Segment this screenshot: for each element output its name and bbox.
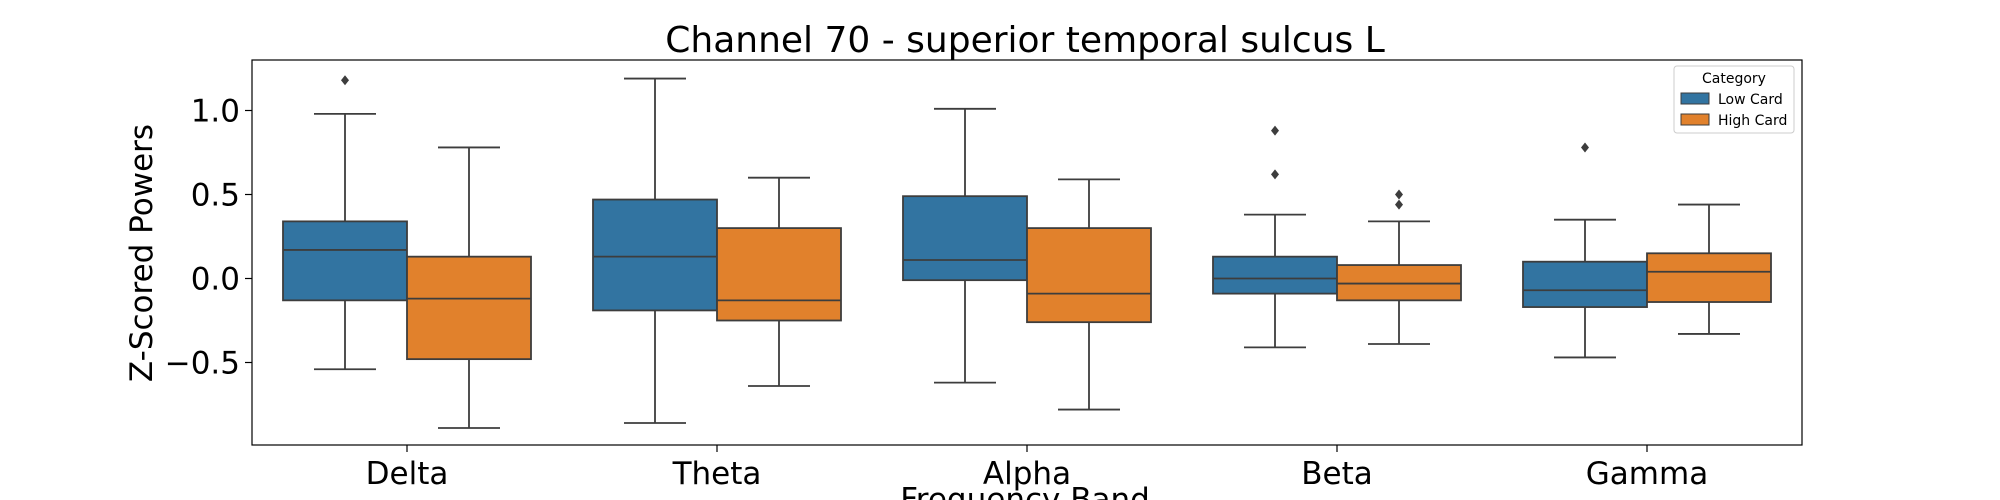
x-tick-label-theta: Theta [672, 456, 762, 492]
box-iqr [1212, 255, 1338, 295]
y-tick-label: 0.0 [191, 262, 240, 298]
box-iqr [1646, 252, 1772, 303]
x-tick-label-beta: Beta [1301, 456, 1373, 492]
plot-area [282, 75, 1772, 429]
y-axis: −0.5 0.0 0.5 1.0 [165, 94, 252, 382]
box-low-card-beta [1212, 125, 1338, 349]
box-high-card-delta [406, 146, 532, 429]
box-low-card-delta [282, 75, 408, 371]
outlier-point [1395, 199, 1403, 210]
box-high-card-theta [716, 176, 842, 387]
legend-swatch-high-card [1680, 113, 1710, 126]
box-iqr [282, 220, 408, 302]
legend: Category Low Card High Card [1673, 65, 1795, 134]
box-high-card-alpha [1026, 178, 1152, 411]
legend-label-high-card: High Card [1718, 113, 1787, 129]
box-iqr [1522, 260, 1648, 308]
y-tick-label: 0.5 [191, 178, 240, 214]
x-tick-label-alpha: Alpha [983, 456, 1071, 492]
chart-title: Channel 70 - superior temporal sulcus L [665, 20, 1385, 61]
x-tick-label-gamma: Gamma [1586, 456, 1708, 492]
outlier-point [1271, 169, 1279, 180]
x-axis-label: Frequency Band [900, 482, 1150, 500]
box-high-card-beta [1336, 189, 1462, 345]
outlier-point [1271, 125, 1279, 136]
box-iqr [592, 198, 718, 312]
outlier-point [341, 75, 349, 86]
y-axis-label: Z-Scored Powers [124, 124, 160, 382]
legend-swatch-low-card [1680, 92, 1710, 105]
outlier-point [1581, 142, 1589, 153]
outlier-point [1395, 189, 1403, 200]
y-tick-label: −0.5 [165, 346, 240, 382]
box-iqr [902, 195, 1028, 282]
box-iqr [406, 255, 532, 361]
box-high-card-gamma [1646, 203, 1772, 335]
legend-label-low-card: Low Card [1718, 92, 1783, 108]
box-iqr [1026, 227, 1152, 324]
box-low-card-gamma [1522, 142, 1648, 359]
box-low-card-theta [592, 77, 718, 424]
box-iqr [716, 227, 842, 322]
x-tick-label-delta: Delta [366, 456, 449, 492]
legend-title: Category [1702, 71, 1766, 87]
y-tick-label: 1.0 [191, 94, 240, 130]
x-axis: Delta Theta Alpha Beta Gamma [366, 445, 1708, 492]
box-low-card-alpha [902, 107, 1028, 384]
